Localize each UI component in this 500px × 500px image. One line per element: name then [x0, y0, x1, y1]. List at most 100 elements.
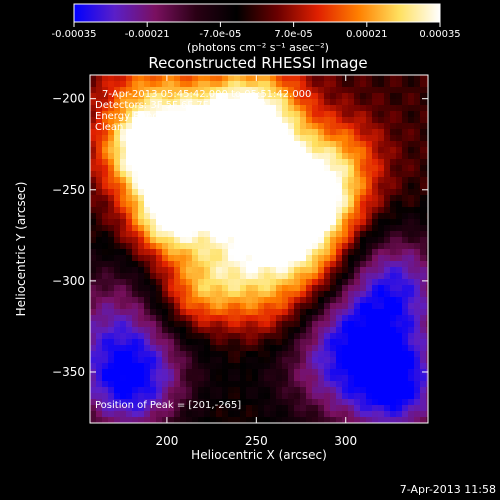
- heatmap-cell: [270, 129, 277, 136]
- heatmap-cell: [276, 213, 283, 220]
- heatmap-cell: [234, 399, 241, 406]
- heatmap-cell: [162, 285, 169, 292]
- heatmap-cell: [288, 171, 295, 178]
- heatmap-cell: [240, 249, 247, 256]
- heatmap-cell: [408, 321, 415, 328]
- heatmap-cell: [162, 81, 169, 88]
- heatmap-cell: [408, 99, 415, 106]
- heatmap-cell: [102, 123, 109, 130]
- heatmap-cell: [348, 339, 355, 346]
- heatmap-cell: [294, 309, 301, 316]
- heatmap-cell: [282, 153, 289, 160]
- heatmap-cell: [186, 75, 193, 82]
- heatmap-cell: [204, 297, 211, 304]
- heatmap-cell: [108, 309, 115, 316]
- heatmap-cell: [390, 87, 397, 94]
- heatmap-cell: [120, 213, 127, 220]
- heatmap-cell: [168, 165, 175, 172]
- heatmap-cell: [132, 75, 139, 82]
- heatmap-cell: [420, 273, 427, 280]
- heatmap-cell: [360, 129, 367, 136]
- heatmap-cell: [402, 99, 409, 106]
- heatmap-cell: [312, 195, 319, 202]
- colorbar-tick-label: 0.00035: [419, 29, 460, 40]
- heatmap-cell: [210, 303, 217, 310]
- heatmap-cell: [228, 255, 235, 262]
- heatmap-cell: [324, 351, 331, 358]
- heatmap-cell: [222, 297, 229, 304]
- heatmap-cell: [372, 375, 379, 382]
- heatmap-cell: [402, 321, 409, 328]
- heatmap-cell: [306, 159, 313, 166]
- heatmap-cell: [240, 189, 247, 196]
- heatmap-cell: [192, 357, 199, 364]
- heatmap-cell: [186, 231, 193, 238]
- heatmap-cell: [372, 339, 379, 346]
- heatmap-cell: [282, 213, 289, 220]
- heatmap-cell: [426, 153, 428, 160]
- heatmap-cell: [222, 237, 229, 244]
- heatmap-cell: [228, 165, 235, 172]
- heatmap-cell: [276, 123, 283, 130]
- heatmap-cell: [426, 327, 428, 334]
- heatmap-cell: [348, 267, 355, 274]
- heatmap-cell: [276, 333, 283, 340]
- heatmap-cell: [312, 321, 319, 328]
- heatmap-cell: [186, 333, 193, 340]
- heatmap-cell: [390, 231, 397, 238]
- heatmap-cell: [264, 261, 271, 268]
- heatmap-cell: [426, 87, 428, 94]
- heatmap-cell: [300, 285, 307, 292]
- heatmap-cell: [420, 111, 427, 118]
- heatmap-cell: [96, 255, 103, 262]
- heatmap-cell: [324, 81, 331, 88]
- heatmap-cell: [336, 375, 343, 382]
- heatmap-cell: [354, 165, 361, 172]
- heatmap-cell: [174, 93, 181, 100]
- heatmap-cell: [426, 363, 428, 370]
- heatmap-cell: [330, 267, 337, 274]
- heatmap-cell: [240, 75, 247, 82]
- heatmap-cell: [288, 123, 295, 130]
- heatmap-cell: [246, 177, 253, 184]
- heatmap-cell: [234, 309, 241, 316]
- heatmap-cell: [90, 363, 97, 370]
- heatmap-cell: [378, 285, 385, 292]
- heatmap-cell: [306, 375, 313, 382]
- heatmap-cell: [126, 363, 133, 370]
- heatmap-cell: [150, 225, 157, 232]
- heatmap-cell: [192, 171, 199, 178]
- heatmap-cell: [408, 363, 415, 370]
- heatmap-cell: [132, 309, 139, 316]
- heatmap-cell: [342, 159, 349, 166]
- heatmap-cell: [354, 129, 361, 136]
- heatmap-cell: [342, 351, 349, 358]
- heatmap-cell: [408, 219, 415, 226]
- heatmap-cell: [294, 153, 301, 160]
- heatmap-cell: [294, 129, 301, 136]
- heatmap-cell: [264, 357, 271, 364]
- heatmap-cell: [294, 333, 301, 340]
- heatmap-cell: [306, 237, 313, 244]
- heatmap-cell: [312, 171, 319, 178]
- heatmap-cell: [222, 171, 229, 178]
- heatmap-cell: [240, 405, 247, 412]
- heatmap-cell: [414, 309, 421, 316]
- heatmap-cell: [342, 93, 349, 100]
- heatmap-cell: [342, 219, 349, 226]
- heatmap-cell: [270, 279, 277, 286]
- heatmap-cell: [402, 183, 409, 190]
- heatmap-cell: [384, 123, 391, 130]
- heatmap-cell: [174, 195, 181, 202]
- heatmap-cell: [264, 171, 271, 178]
- heatmap-cell: [198, 147, 205, 154]
- heatmap-cell: [288, 75, 295, 82]
- heatmap-cell: [138, 357, 145, 364]
- heatmap-cell: [396, 219, 403, 226]
- heatmap-cell: [180, 165, 187, 172]
- heatmap-cell: [258, 417, 265, 423]
- heatmap-cell: [360, 327, 367, 334]
- heatmap-cell: [222, 207, 229, 214]
- heatmap-cell: [258, 111, 265, 118]
- heatmap-cell: [372, 369, 379, 376]
